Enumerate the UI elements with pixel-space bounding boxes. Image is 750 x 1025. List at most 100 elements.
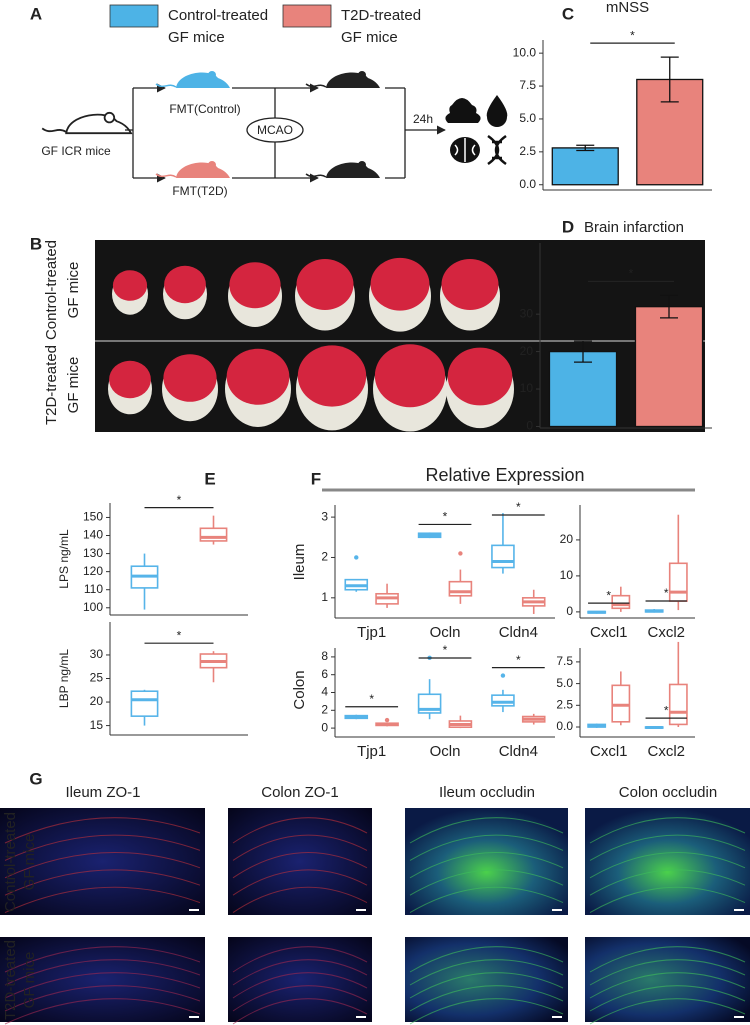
mouse-tail bbox=[305, 83, 327, 88]
y-tick-label: 20 bbox=[560, 532, 574, 546]
tissue-fold bbox=[4, 852, 201, 879]
y-tick-label: 120 bbox=[83, 564, 103, 578]
scale-bar bbox=[189, 909, 199, 911]
tissue-fold bbox=[589, 998, 746, 1025]
panel-label: E bbox=[204, 469, 215, 488]
y-axis-label: LBP ng/mL bbox=[57, 649, 71, 708]
tissue-fold bbox=[232, 959, 368, 986]
mouse-body bbox=[176, 72, 230, 88]
tissue-fold bbox=[232, 998, 368, 1025]
brain-stain bbox=[296, 259, 354, 310]
tissue-fold bbox=[4, 959, 201, 986]
mouse-icon bbox=[155, 161, 230, 178]
tissue-fold bbox=[409, 817, 564, 844]
mouse-ear bbox=[358, 161, 366, 169]
y-tick-label: 130 bbox=[83, 546, 103, 560]
tissue-fold bbox=[589, 959, 746, 986]
y-tick-label: 7.5 bbox=[556, 654, 573, 668]
y-tick-label: 2 bbox=[321, 702, 328, 716]
outlier bbox=[500, 673, 506, 678]
panel-label: A bbox=[30, 4, 42, 23]
significance-label: * bbox=[629, 267, 634, 281]
outlier bbox=[458, 551, 463, 556]
tissue-fold bbox=[232, 834, 368, 861]
y-tick-label: 20 bbox=[90, 694, 104, 708]
mouse-icon bbox=[305, 161, 380, 178]
significance-label: * bbox=[516, 500, 521, 514]
tissue-fold bbox=[589, 852, 746, 879]
y-tick-label: 20 bbox=[520, 344, 534, 358]
tissue-fold bbox=[409, 959, 564, 986]
significance-label: * bbox=[516, 653, 521, 667]
column-title: Colon occludin bbox=[619, 784, 717, 801]
tissue-fold bbox=[409, 869, 564, 896]
outlier bbox=[384, 717, 390, 723]
y-tick-label: 30 bbox=[520, 306, 534, 320]
panel-label: F bbox=[311, 469, 321, 488]
scale-bar bbox=[734, 1016, 744, 1018]
tissue-fold bbox=[232, 972, 368, 999]
tissue-fold bbox=[4, 998, 201, 1025]
mouse-body bbox=[326, 162, 380, 178]
legend-label: GF mice bbox=[341, 29, 398, 46]
box bbox=[199, 527, 228, 542]
tissue-fold bbox=[409, 972, 564, 999]
significance-label: * bbox=[664, 703, 669, 717]
brain-stain bbox=[441, 259, 499, 310]
y-tick-label: 30 bbox=[90, 647, 104, 661]
scale-bar bbox=[356, 909, 366, 911]
tissue-fold bbox=[232, 869, 368, 896]
x-tick-label: Cxcl2 bbox=[647, 743, 685, 760]
fmt-label: FMT(Control) bbox=[169, 102, 240, 116]
row-label: GF mice bbox=[21, 952, 38, 1009]
tissue-fold bbox=[232, 946, 368, 973]
tissue-fold bbox=[4, 946, 201, 973]
y-axis-label: LPS ng/mL bbox=[57, 529, 71, 589]
y-tick-label: 4 bbox=[321, 685, 328, 699]
row-label: Ileum bbox=[291, 544, 308, 581]
y-tick-label: 0 bbox=[526, 419, 533, 433]
tissue-fold bbox=[589, 834, 746, 861]
bar bbox=[551, 147, 619, 186]
error-bar bbox=[660, 56, 679, 103]
significance-label: * bbox=[630, 28, 635, 42]
significance-label: * bbox=[606, 588, 611, 602]
brain-fold bbox=[454, 138, 476, 162]
tissue-fold bbox=[409, 852, 564, 879]
y-tick-label: 0.0 bbox=[556, 719, 573, 733]
brain-stain bbox=[163, 354, 217, 402]
mouse-icon bbox=[305, 71, 380, 88]
significance-label: * bbox=[177, 628, 182, 642]
tissue-fold bbox=[4, 985, 201, 1012]
tissue-fold bbox=[589, 869, 746, 896]
tissue-fold bbox=[4, 886, 201, 914]
mouse-icon bbox=[41, 111, 133, 135]
micrograph bbox=[228, 808, 372, 915]
y-tick-label: 5.0 bbox=[519, 111, 536, 125]
row-label: Control-treated bbox=[43, 240, 60, 340]
tissue-fold bbox=[4, 834, 201, 861]
x-tick-label: Cxcl2 bbox=[647, 624, 685, 641]
panel-label: D bbox=[562, 217, 574, 236]
y-tick-label: 7.5 bbox=[519, 78, 536, 92]
brain-stain bbox=[164, 265, 206, 304]
scale-bar bbox=[189, 1016, 199, 1018]
x-tick-label: Cxcl1 bbox=[590, 743, 628, 760]
brain-stain bbox=[112, 270, 148, 301]
panel-label: G bbox=[29, 769, 42, 788]
tissue-fold bbox=[589, 972, 746, 999]
mouse-ear bbox=[103, 111, 116, 124]
brain-stain bbox=[447, 347, 513, 406]
mouse-tail bbox=[305, 173, 327, 178]
x-tick-label: Cldn4 bbox=[499, 743, 538, 760]
mouse-tail bbox=[155, 173, 177, 178]
micrograph bbox=[405, 808, 568, 915]
chart-title: mNSS bbox=[606, 0, 649, 16]
y-tick-label: 10 bbox=[560, 568, 574, 582]
source-label: GF ICR mice bbox=[41, 144, 111, 158]
scale-bar bbox=[356, 1016, 366, 1018]
significance-label: * bbox=[443, 510, 448, 524]
significance-label: * bbox=[443, 643, 448, 657]
y-tick-label: 2.5 bbox=[519, 144, 536, 158]
